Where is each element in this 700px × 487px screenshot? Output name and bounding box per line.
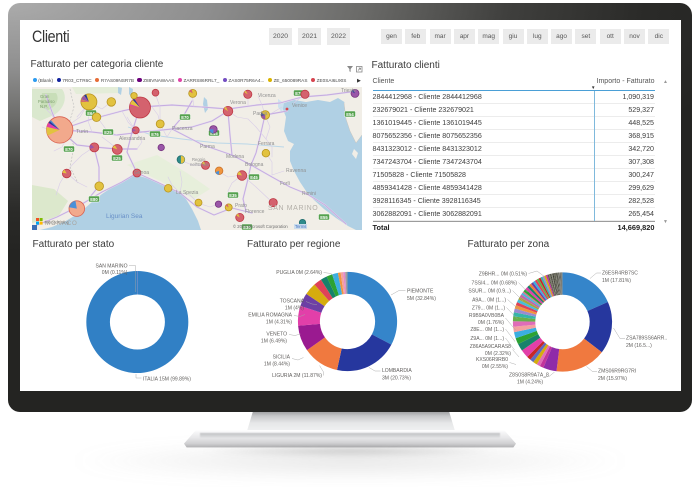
svg-text:LOMBARDIA: LOMBARDIA (382, 368, 412, 374)
svg-text:Florence: Florence (245, 209, 265, 215)
svg-text:Vicenza: Vicenza (258, 93, 276, 99)
svg-text:Modena: Modena (226, 154, 244, 160)
svg-text:Padua: Padua (253, 111, 268, 117)
svg-text:Z6ESR4RB7SC: Z6ESR4RB7SC (602, 271, 638, 277)
svg-text:© 2022 Microsoft Corporation: © 2022 Microsoft Corporation (233, 224, 288, 229)
svg-text:Ferrara: Ferrara (258, 141, 275, 147)
svg-text:1M (4.24%): 1M (4.24%) (517, 380, 543, 386)
svg-text:Bologna: Bologna (245, 162, 264, 168)
svg-text:E35: E35 (229, 193, 237, 198)
svg-text:2M (16.5...): 2M (16.5...) (626, 343, 652, 349)
svg-text:VENETO: VENETO (266, 332, 287, 338)
svg-text:E25: E25 (113, 156, 121, 161)
svg-text:E54: E54 (346, 112, 354, 117)
svg-text:Prato: Prato (235, 203, 247, 209)
svg-text:Turin: Turin (76, 129, 88, 135)
svg-text:Rimini: Rimini (302, 191, 316, 197)
svg-text:Parma: Parma (200, 144, 215, 150)
svg-text:Venice: Venice (292, 103, 307, 109)
svg-text:1M (8.44%): 1M (8.44%) (264, 362, 290, 368)
svg-text:Terms: Terms (295, 224, 306, 229)
svg-text:PIEMONTE: PIEMONTE (407, 289, 434, 295)
svg-text:E76: E76 (151, 132, 159, 137)
svg-text:1M (17.81%): 1M (17.81%) (602, 278, 631, 284)
svg-text:1M (4%): 1M (4%) (285, 306, 304, 312)
svg-text:Alessandria: Alessandria (119, 136, 145, 142)
svg-text:Piacenza: Piacenza (172, 126, 193, 132)
svg-text:SAN MARINO: SAN MARINO (96, 264, 128, 270)
svg-text:Ravenna: Ravenna (286, 168, 306, 174)
svg-text:SAN MARINO: SAN MARINO (268, 205, 318, 212)
svg-text:E45: E45 (250, 175, 258, 180)
svg-text:1M (6.49%): 1M (6.49%) (261, 339, 287, 345)
svg-text:E64: E64 (87, 111, 95, 116)
svg-text:Z79... 0M (1...): Z79... 0M (1...) (472, 306, 505, 312)
svg-text:7SSI4... 0M (0.68%): 7SSI4... 0M (0.68%) (472, 281, 518, 287)
svg-text:Z86A5A9CARAS8: Z86A5A9CARAS8 (470, 344, 511, 350)
svg-text:Gran: Gran (40, 94, 50, 99)
svg-text:SICILIA: SICILIA (273, 355, 291, 361)
svg-text:3M (20.73%): 3M (20.73%) (382, 376, 411, 382)
svg-text:E70: E70 (295, 91, 303, 96)
svg-text:Forlì: Forlì (280, 181, 291, 187)
svg-text:E55: E55 (320, 215, 328, 220)
svg-text:TOSCANA: TOSCANA (280, 299, 305, 305)
svg-text:Ligurian Sea: Ligurian Sea (106, 213, 143, 220)
svg-text:PUGLIA 0M (2.64%): PUGLIA 0M (2.64%) (276, 270, 322, 276)
svg-text:E25: E25 (104, 130, 112, 135)
svg-text:Reggio: Reggio (192, 157, 206, 162)
svg-text:SSUR... 0M (0.9...): SSUR... 0M (0.9...) (468, 289, 511, 295)
svg-text:Z8E... 0M (1...): Z8E... 0M (1...) (470, 327, 504, 333)
svg-text:R9B9A0VB0BA: R9B9A0VB0BA (469, 313, 505, 319)
svg-text:1M (4.31%): 1M (4.31%) (266, 320, 292, 326)
svg-text:0M (2.55%): 0M (2.55%) (482, 364, 508, 370)
svg-text:5M (32.84%): 5M (32.84%) (407, 296, 436, 302)
svg-text:E70: E70 (181, 115, 189, 120)
svg-text:E80: E80 (90, 197, 98, 202)
svg-text:E70: E70 (65, 147, 73, 152)
svg-text:MONACO: MONACO (45, 220, 78, 227)
svg-text:N.P.: N.P. (40, 104, 48, 109)
svg-text:LIGURIA 2M (11.87%): LIGURIA 2M (11.87%) (272, 373, 322, 379)
svg-text:A9A... 0M (1...): A9A... 0M (1...) (472, 298, 506, 304)
svg-text:Z9BHR... 0M (0.51%): Z9BHR... 0M (0.51%) (479, 272, 528, 278)
svg-text:0M (1.76%): 0M (1.76%) (478, 320, 504, 326)
svg-text:KXS06R9RB0: KXS06R9RB0 (476, 357, 508, 363)
svg-text:ITALIA 15M (99.89%): ITALIA 15M (99.89%) (143, 377, 191, 383)
svg-text:Paradiso: Paradiso (38, 99, 55, 104)
svg-text:2M (15.97%): 2M (15.97%) (598, 376, 627, 382)
svg-text:0M (2.32%): 0M (2.32%) (485, 351, 511, 357)
svg-text:Genoa: Genoa (134, 170, 149, 176)
svg-text:Microsoft Bing: Microsoft Bing (45, 221, 69, 225)
svg-text:EMILIA ROMAGNA: EMILIA ROMAGNA (248, 313, 292, 319)
svg-text:Verona: Verona (230, 100, 246, 106)
svg-text:La Spezia: La Spezia (176, 190, 198, 196)
svg-text:E35: E35 (243, 225, 251, 230)
svg-text:Z9A... 0M (1...): Z9A... 0M (1...) (470, 336, 504, 342)
svg-text:ZMS06R9RG7RI: ZMS06R9RG7RI (598, 369, 636, 375)
svg-text:Z8S0S8R9A7A_8: Z8S0S8R9A7A_8 (509, 373, 549, 379)
svg-text:0M (0.11%): 0M (0.11%) (102, 270, 128, 276)
svg-text:Trieste: Trieste (341, 88, 356, 94)
svg-text:nell'Emilia: nell'Emilia (190, 162, 209, 167)
svg-text:ZSA789SS6ARR..: ZSA789SS6ARR.. (626, 336, 667, 342)
